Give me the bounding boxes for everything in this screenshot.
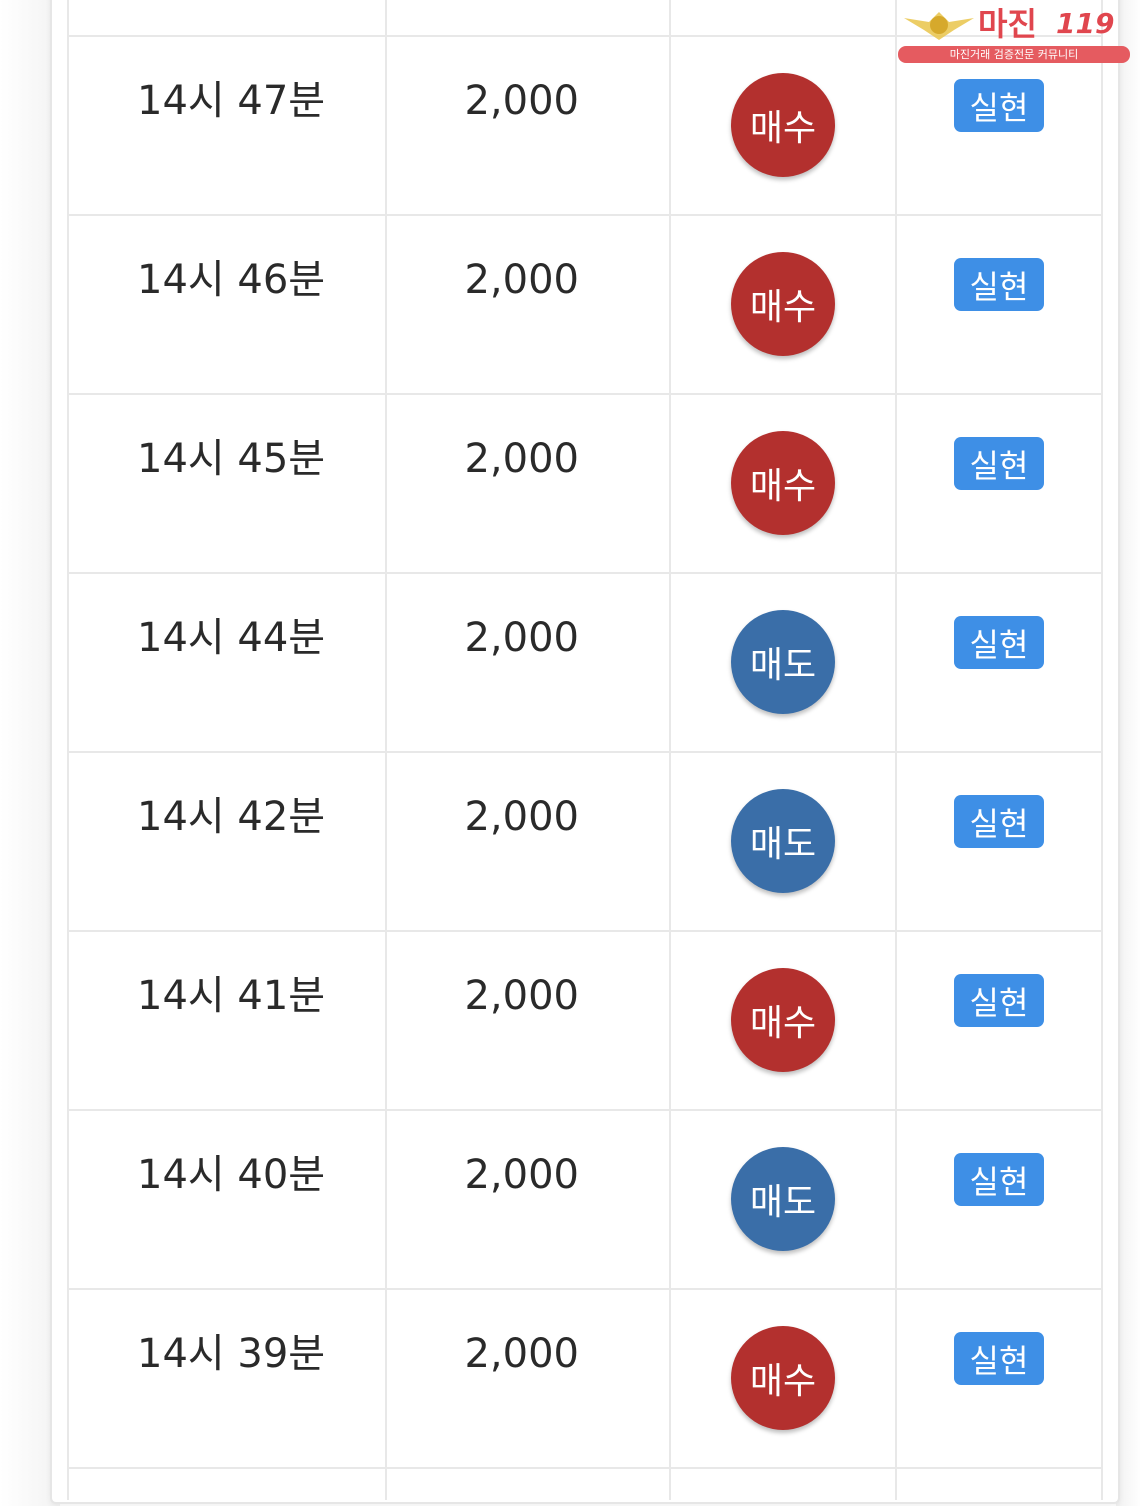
buy-badge: 매수	[731, 252, 835, 356]
result-button[interactable]: 실현	[954, 258, 1044, 311]
table-row: 14시 40분 2,000 매도 실현	[67, 1109, 1103, 1288]
logo-tagline: 마진거래 검증전문 커뮤니티	[898, 46, 1130, 63]
cell	[669, 1467, 895, 1500]
trade-amount: 2,000	[464, 436, 579, 482]
trade-time: 14시 39분	[137, 1331, 326, 1377]
emblem-icon	[904, 12, 974, 40]
amount-cell: 2,000	[385, 751, 669, 930]
amount-cell: 2,000	[385, 35, 669, 214]
cell	[67, 0, 385, 35]
result-cell: 실현	[895, 572, 1103, 751]
result-cell: 실현	[895, 393, 1103, 572]
cell	[67, 1467, 385, 1500]
table-row: 14시 42분 2,000 매도 실현	[67, 751, 1103, 930]
page-shadow-right	[1116, 0, 1141, 1506]
result-button[interactable]: 실현	[954, 616, 1044, 669]
cell	[385, 1467, 669, 1500]
amount-cell: 2,000	[385, 1109, 669, 1288]
amount-cell: 2,000	[385, 930, 669, 1109]
time-cell: 14시 45분	[67, 393, 385, 572]
table-row: 14시 44분 2,000 매도 실현	[67, 572, 1103, 751]
side-cell: 매수	[669, 1288, 895, 1467]
side-cell: 매도	[669, 1109, 895, 1288]
result-cell: 실현	[895, 35, 1103, 214]
result-cell: 실현	[895, 751, 1103, 930]
result-cell: 실현	[895, 1109, 1103, 1288]
side-cell: 매수	[669, 35, 895, 214]
result-cell: 실현	[895, 214, 1103, 393]
result-button[interactable]: 실현	[954, 1332, 1044, 1385]
table-row: 14시 46분 2,000 매수 실현	[67, 214, 1103, 393]
trade-amount: 2,000	[464, 1152, 579, 1198]
amount-cell: 2,000	[385, 572, 669, 751]
table-row: 14시 47분 2,000 매수 실현	[67, 35, 1103, 214]
side-cell: 매수	[669, 930, 895, 1109]
table-row-partial-top	[67, 0, 1103, 35]
buy-badge: 매수	[731, 1326, 835, 1430]
time-cell: 14시 46분	[67, 214, 385, 393]
sell-badge: 매도	[731, 610, 835, 714]
logo-brand: 마진	[978, 5, 1037, 43]
trade-amount: 2,000	[464, 78, 579, 124]
trade-time: 14시 45분	[137, 436, 326, 482]
side-cell: 매수	[669, 393, 895, 572]
trade-amount: 2,000	[464, 1331, 579, 1377]
trade-time: 14시 40분	[137, 1152, 326, 1198]
time-cell: 14시 47분	[67, 35, 385, 214]
trade-amount: 2,000	[464, 973, 579, 1019]
trade-time: 14시 46분	[137, 257, 326, 303]
buy-badge: 매수	[731, 968, 835, 1072]
result-button[interactable]: 실현	[954, 79, 1044, 132]
result-cell: 실현	[895, 930, 1103, 1109]
time-cell: 14시 44분	[67, 572, 385, 751]
table-row: 14시 45분 2,000 매수 실현	[67, 393, 1103, 572]
result-button[interactable]: 실현	[954, 437, 1044, 490]
time-cell: 14시 41분	[67, 930, 385, 1109]
trade-time: 14시 42분	[137, 794, 326, 840]
cell	[669, 0, 895, 35]
side-cell: 매도	[669, 751, 895, 930]
watermark-logo: 마진 119 마진거래 검증전문 커뮤니티	[898, 6, 1130, 64]
amount-cell: 2,000	[385, 214, 669, 393]
result-cell: 실현	[895, 1288, 1103, 1467]
table-row-partial-bottom	[67, 1467, 1103, 1500]
trade-time: 14시 44분	[137, 615, 326, 661]
side-cell: 매수	[669, 214, 895, 393]
result-button[interactable]: 실현	[954, 974, 1044, 1027]
table-row: 14시 39분 2,000 매수 실현	[67, 1288, 1103, 1467]
sell-badge: 매도	[731, 1147, 835, 1251]
result-button[interactable]: 실현	[954, 795, 1044, 848]
time-cell: 14시 39분	[67, 1288, 385, 1467]
trade-time: 14시 47분	[137, 78, 326, 124]
table-row: 14시 41분 2,000 매수 실현	[67, 930, 1103, 1109]
buy-badge: 매수	[731, 431, 835, 535]
cell	[895, 1467, 1103, 1500]
amount-cell: 2,000	[385, 393, 669, 572]
side-cell: 매도	[669, 572, 895, 751]
trade-amount: 2,000	[464, 615, 579, 661]
trade-amount: 2,000	[464, 257, 579, 303]
trade-amount: 2,000	[464, 794, 579, 840]
logo-number: 119	[1056, 7, 1115, 40]
time-cell: 14시 40분	[67, 1109, 385, 1288]
time-cell: 14시 42분	[67, 751, 385, 930]
cell	[385, 0, 669, 35]
trade-time: 14시 41분	[137, 973, 326, 1019]
result-button[interactable]: 실현	[954, 1153, 1044, 1206]
sell-badge: 매도	[731, 789, 835, 893]
buy-badge: 매수	[731, 73, 835, 177]
cell	[895, 0, 1103, 35]
amount-cell: 2,000	[385, 1288, 669, 1467]
